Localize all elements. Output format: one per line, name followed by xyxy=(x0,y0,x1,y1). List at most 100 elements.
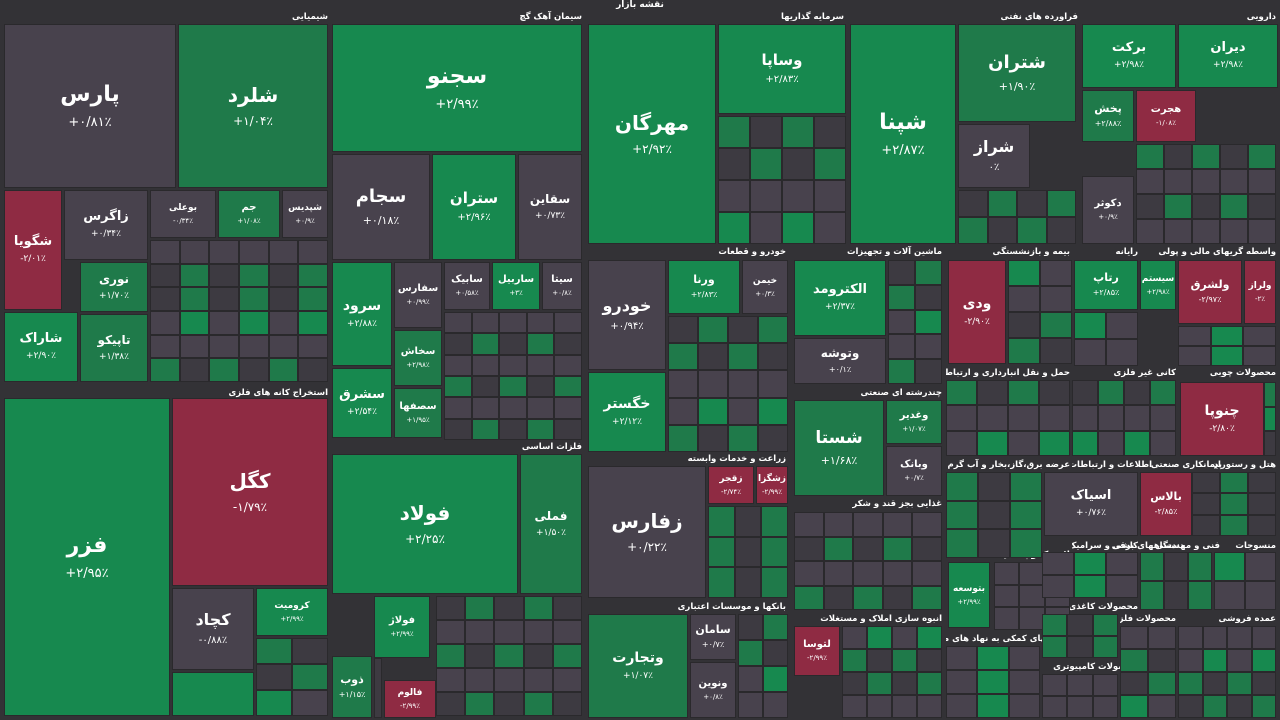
tile-minor[interactable] xyxy=(958,190,988,217)
tile-minor[interactable] xyxy=(738,640,763,666)
tile-fooolad[interactable]: فولاد +۲/۲۵٪ xyxy=(332,454,518,594)
tile-minor[interactable] xyxy=(1227,649,1252,672)
tile-minor[interactable] xyxy=(1140,581,1164,610)
tile-minor[interactable] xyxy=(912,585,942,610)
tile-minor[interactable] xyxy=(256,664,292,690)
tile-minor[interactable] xyxy=(526,354,555,376)
tile-minor[interactable] xyxy=(209,358,239,382)
tile-minor[interactable] xyxy=(523,620,553,644)
tile-minor[interactable] xyxy=(499,312,527,334)
tile-lantoosa[interactable]: لتوسا -۲/۹۹٪ xyxy=(794,626,840,676)
tile-minor[interactable] xyxy=(912,512,942,537)
tile-minor[interactable] xyxy=(523,692,553,716)
tile-minor[interactable] xyxy=(698,424,728,452)
tile-minor[interactable] xyxy=(1188,552,1212,581)
tile-minor[interactable] xyxy=(150,263,180,288)
tile-minor[interactable] xyxy=(1042,614,1068,636)
tile-vorna[interactable]: ورنا +۲/۸۳٪ xyxy=(668,260,740,314)
tile-minor[interactable] xyxy=(1150,380,1176,406)
tile-minor[interactable] xyxy=(1178,326,1211,346)
tile-minor[interactable] xyxy=(1072,380,1098,406)
tile-minor[interactable] xyxy=(782,212,814,244)
tile-minor[interactable] xyxy=(179,358,210,382)
tile-minor[interactable] xyxy=(888,359,915,384)
tile-minor[interactable] xyxy=(1164,169,1192,194)
tile-diran[interactable]: دیران +۲/۹۸٪ xyxy=(1178,24,1278,88)
tile-minor[interactable] xyxy=(718,212,750,244)
tile-minor[interactable] xyxy=(917,649,942,672)
tile-vnovin[interactable]: ونوین +۰/۸٪ xyxy=(690,662,736,718)
tile-kghadir[interactable]: وغدیر +۱/۰۷٪ xyxy=(886,400,942,444)
tile-minor[interactable] xyxy=(668,343,698,371)
tile-minor[interactable] xyxy=(668,370,698,398)
tile-minor[interactable] xyxy=(1098,405,1124,431)
tile-minor[interactable] xyxy=(814,212,846,244)
tile-minor[interactable] xyxy=(668,397,698,425)
tile-minor[interactable] xyxy=(1092,696,1118,718)
tile-minor[interactable] xyxy=(1248,493,1276,515)
tile-minor[interactable] xyxy=(150,358,180,382)
tile-minor[interactable] xyxy=(750,148,782,180)
tile-seqain[interactable]: سقاین +۰/۷۳٪ xyxy=(518,154,582,260)
tile-minor[interactable] xyxy=(499,354,527,376)
tile-sita[interactable]: سیتا +۰/۸٪ xyxy=(542,262,582,310)
tile-minor[interactable] xyxy=(436,620,466,644)
tile-minor[interactable] xyxy=(436,596,466,620)
tile-minor[interactable] xyxy=(239,263,269,288)
tile-minor[interactable] xyxy=(179,311,210,335)
tile-minor[interactable] xyxy=(1019,607,1045,630)
tile-minor[interactable] xyxy=(1017,190,1047,217)
tile-minor[interactable] xyxy=(946,380,977,406)
tile-minor[interactable] xyxy=(554,418,582,440)
tile-dkosar[interactable]: دکوثر +۰/۹٪ xyxy=(1082,176,1134,244)
tile-minor[interactable] xyxy=(1251,649,1276,672)
tile-minor[interactable] xyxy=(1148,672,1176,695)
tile-minor[interactable] xyxy=(1264,431,1276,456)
tile-nouri[interactable]: نوری +۱/۷۰٪ xyxy=(80,262,148,312)
tile-minor[interactable] xyxy=(1008,338,1040,364)
tile-minor[interactable] xyxy=(465,644,495,668)
tile-minor[interactable] xyxy=(554,312,582,334)
tile-minor[interactable] xyxy=(1008,646,1040,670)
tile-kgol[interactable]: کگل -۱/۷۹٪ xyxy=(172,398,328,586)
tile-minor[interactable] xyxy=(882,512,913,537)
tile-minor[interactable] xyxy=(1164,552,1188,581)
tile-minor[interactable] xyxy=(499,418,527,440)
tile-minor[interactable] xyxy=(1120,649,1148,672)
tile-hejrat[interactable]: هجرت -۱/۰۸٪ xyxy=(1136,90,1196,142)
tile-minor[interactable] xyxy=(977,694,1009,718)
tile-minor[interactable] xyxy=(471,397,500,419)
tile-minor[interactable] xyxy=(750,212,782,244)
tile-minor[interactable] xyxy=(499,376,527,398)
tile-minor[interactable] xyxy=(1106,312,1138,339)
tile-minor[interactable] xyxy=(1042,674,1068,696)
tile-minor[interactable] xyxy=(1248,219,1276,244)
tile-minor[interactable] xyxy=(892,626,917,649)
tile-kchad[interactable]: کچاد -۰/۸۸٪ xyxy=(172,588,254,670)
tile-minor[interactable] xyxy=(1192,472,1220,494)
tile-minor[interactable] xyxy=(761,536,788,568)
tile-minor[interactable] xyxy=(552,596,582,620)
tile-minor[interactable] xyxy=(1148,626,1176,649)
tile-minor[interactable] xyxy=(1192,169,1220,194)
tile-asiak[interactable]: اسیاک +۰/۷۶٪ xyxy=(1044,472,1138,536)
tile-minor[interactable] xyxy=(494,668,524,692)
tile-minor[interactable] xyxy=(1136,144,1164,169)
tile-minor[interactable] xyxy=(946,694,978,718)
tile-minor[interactable] xyxy=(915,309,942,335)
tile-minor[interactable] xyxy=(444,397,472,419)
tile-minor[interactable] xyxy=(728,370,758,398)
tile-minor[interactable] xyxy=(1248,144,1276,169)
tile-minor[interactable] xyxy=(1039,405,1070,431)
tile-ratap[interactable]: رتاپ +۲/۸۵٪ xyxy=(1074,260,1138,310)
tile-minor[interactable] xyxy=(1202,672,1227,695)
tile-minor[interactable] xyxy=(794,585,824,610)
tile-minor[interactable] xyxy=(526,333,555,355)
tile-minor[interactable] xyxy=(465,692,495,716)
tile-minor[interactable] xyxy=(814,148,846,180)
tile-fameli[interactable]: فملی +۱/۵۰٪ xyxy=(520,454,582,594)
tile-minor[interactable] xyxy=(494,644,524,668)
tile-minor[interactable] xyxy=(526,376,555,398)
tile-minor[interactable] xyxy=(987,190,1017,217)
tile-minor[interactable] xyxy=(867,695,892,718)
